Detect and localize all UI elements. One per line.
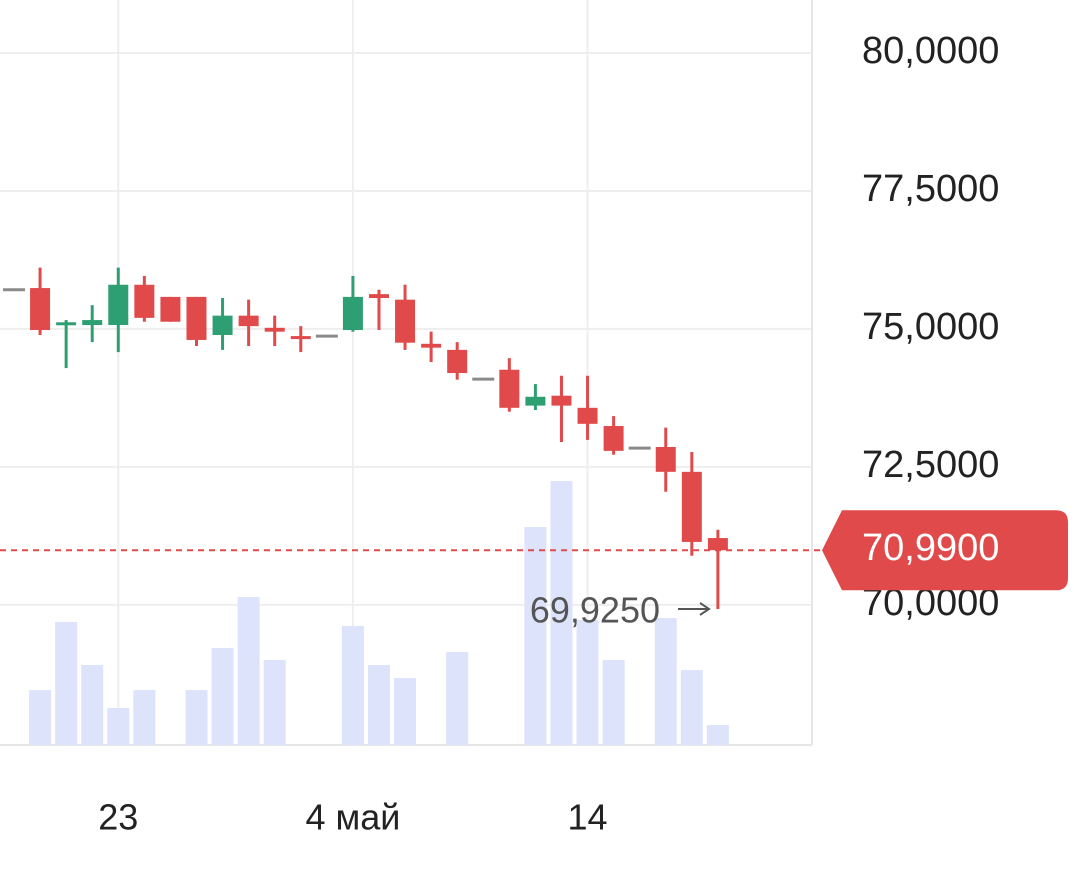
last-price-label: 70,9900	[862, 527, 999, 569]
candle-body	[160, 296, 181, 322]
last-price-badge	[822, 510, 1068, 591]
volume-bar	[576, 620, 599, 745]
volume-bar	[263, 660, 286, 745]
volume-bar	[81, 665, 104, 745]
volume-bar	[394, 678, 417, 745]
candle-body	[30, 288, 51, 331]
volume-bar	[107, 708, 130, 745]
volume-bar	[133, 690, 156, 745]
candle-body	[395, 299, 416, 343]
x-tick-label: 4 май	[305, 797, 400, 838]
volume-bar	[341, 626, 364, 745]
volume-bar	[55, 622, 78, 745]
candle-body	[421, 343, 442, 348]
volume-bar	[237, 597, 260, 745]
candle-body	[134, 284, 155, 318]
volume-bar	[654, 618, 677, 745]
candle-body	[447, 349, 468, 374]
volume-bar	[706, 725, 729, 745]
y-tick-label: 75,0000	[862, 306, 999, 348]
y-tick-label: 77,5000	[862, 168, 999, 210]
candle-body	[212, 315, 233, 335]
volume-bar	[446, 652, 469, 745]
candle-body	[56, 322, 77, 326]
candle-body	[655, 447, 676, 472]
volume-bar	[524, 527, 547, 745]
candle-body	[368, 294, 389, 298]
volume-bar	[29, 690, 52, 745]
volume-bar	[602, 660, 625, 745]
candle-body	[264, 327, 285, 332]
candle-body	[108, 284, 129, 326]
candle-body	[290, 336, 311, 340]
candle-body	[603, 426, 624, 451]
y-tick-label: 80,0000	[862, 30, 999, 72]
candle-body	[186, 296, 207, 340]
low-annotation-label: 69,9250	[530, 589, 660, 630]
candle-body	[238, 315, 259, 327]
x-tick-label: 14	[568, 797, 608, 838]
candle-body	[707, 538, 728, 551]
candle-body	[499, 369, 520, 408]
volume-bar	[680, 670, 703, 745]
volume-bar	[367, 665, 390, 745]
low-annotation-arrowhead	[699, 602, 711, 616]
candle-body	[551, 395, 572, 406]
volume-bar	[211, 648, 234, 745]
x-tick-label: 23	[98, 797, 138, 838]
candle-body	[681, 471, 702, 542]
candle-body	[82, 320, 103, 326]
volume-bar	[550, 481, 573, 745]
volume-bar	[185, 690, 208, 745]
candle-body	[525, 396, 546, 406]
candle-body	[577, 407, 598, 424]
candle-body	[342, 296, 363, 331]
y-tick-label: 72,5000	[862, 444, 999, 486]
